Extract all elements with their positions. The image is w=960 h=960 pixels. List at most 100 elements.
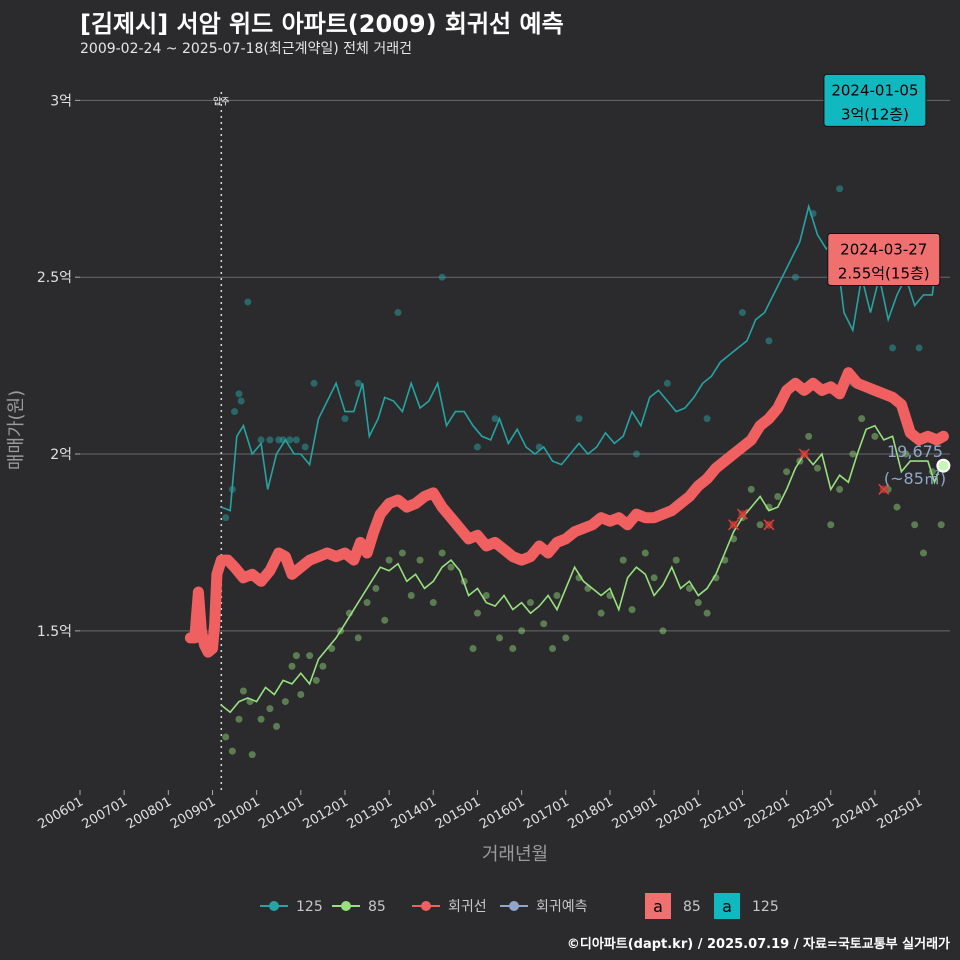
- scatter-point-85: [597, 609, 605, 617]
- scatter-point-85: [774, 492, 782, 500]
- scatter-point-85: [398, 549, 406, 557]
- legend-label: 회귀예측: [536, 899, 588, 915]
- legend-box-item: a 125: [714, 893, 779, 919]
- scatter-point-85: [549, 645, 557, 653]
- scatter-point-125: [703, 415, 711, 423]
- legend-label: 85: [368, 899, 386, 915]
- regression-outlier-mark: [728, 519, 740, 531]
- scatter-point-85: [703, 609, 711, 617]
- scatter-point-85: [827, 521, 835, 529]
- scatter-point-85: [849, 450, 857, 458]
- scatter-point-85: [438, 549, 446, 557]
- scatter-point-125: [791, 273, 799, 281]
- scatter-point-85: [482, 591, 490, 599]
- scatter-point-85: [266, 705, 274, 713]
- scatter-point-85: [672, 556, 680, 564]
- legend-item: 회귀선: [412, 899, 487, 915]
- scatter-point-125: [222, 514, 230, 522]
- x-tick-label: 200601: [36, 794, 86, 832]
- scatter-point-85: [902, 450, 910, 458]
- scatter-point-125: [575, 415, 583, 423]
- scatter-point-85: [641, 549, 649, 557]
- scatter-point-125: [491, 415, 499, 423]
- y-axis-title: 매매가(원): [6, 390, 27, 470]
- scatter-point-85: [429, 599, 437, 607]
- regression-outlier-mark: [763, 519, 775, 531]
- scatter-point-85: [281, 698, 289, 706]
- regression-outlier-mark: [878, 483, 890, 495]
- scatter-point-125: [394, 309, 402, 317]
- x-tick-label: 201801: [565, 794, 615, 832]
- legend-key-dot: [421, 901, 431, 911]
- legend-item: 85: [332, 899, 386, 915]
- scatter-point-85: [248, 751, 256, 759]
- annotation-rect: [827, 233, 941, 287]
- scatter-point-85: [228, 747, 236, 755]
- legend-key-dot: [341, 901, 351, 911]
- chart-subtitle: 2009-02-24 ~ 2025-07-18(최근계약일) 전체 거래건: [80, 41, 412, 57]
- annotation-date: 2024-03-27: [840, 241, 927, 259]
- legend-box-label: 125: [752, 899, 779, 915]
- x-tick-label: 201901: [610, 794, 660, 832]
- scatter-point-85: [893, 503, 901, 511]
- x-tick-label: 201501: [433, 794, 483, 832]
- scatter-point-85: [553, 591, 561, 599]
- scatter-point-125: [310, 379, 318, 387]
- legend-box: [645, 893, 671, 919]
- scatter-point-125: [889, 344, 897, 352]
- annotation-price: 3억(12층): [841, 105, 909, 123]
- scatter-point-85: [509, 645, 517, 653]
- scatter-point-85: [385, 556, 393, 564]
- x-tick-label: 200901: [168, 794, 218, 832]
- series-line-85: [220, 424, 942, 714]
- scatter-point-125: [231, 408, 239, 416]
- prediction-area-label: (~85㎡): [884, 469, 946, 488]
- scatter-point-85: [518, 627, 526, 635]
- scatter-point-125: [286, 436, 294, 444]
- scatter-point-85: [496, 634, 504, 642]
- scatter-point-85: [473, 609, 481, 617]
- annotation-rect: [823, 73, 927, 127]
- scatter-point-85: [288, 662, 296, 670]
- legend-box-label: 85: [683, 899, 701, 915]
- scatter-point-85: [858, 415, 866, 423]
- legend-box-key: a: [653, 897, 663, 916]
- x-tick-label: 201201: [300, 794, 350, 832]
- x-tick-label: 201601: [477, 794, 527, 832]
- scatter-point-85: [328, 645, 336, 653]
- scatter-point-85: [312, 676, 320, 684]
- scatter-point-85: [239, 687, 247, 695]
- x-tick-label: 202101: [698, 794, 748, 832]
- scatter-point-125: [663, 379, 671, 387]
- scatter-point-85: [562, 634, 570, 642]
- annotation-box: 2024-01-05 3억(12층): [823, 73, 927, 127]
- regression-outlier-mark: [798, 448, 810, 460]
- scatter-point-85: [306, 652, 314, 660]
- legend-key-dot: [509, 901, 519, 911]
- x-tick-label: 200701: [80, 794, 130, 832]
- outlier-cross: [763, 519, 775, 531]
- scatter-point-85: [628, 606, 636, 614]
- scatter-point-85: [372, 584, 380, 592]
- scatter-point-85: [619, 556, 627, 564]
- x-tick-label: 201301: [345, 794, 395, 832]
- scatter-point-125: [301, 443, 309, 451]
- scatter-point-85: [836, 485, 844, 493]
- legend-box-key: a: [722, 897, 732, 916]
- scatter-point-85: [871, 432, 879, 440]
- scatter-point-85: [363, 599, 371, 607]
- legend-box: [714, 893, 740, 919]
- scatter-point-85: [694, 599, 702, 607]
- scatter-point-125: [266, 436, 274, 444]
- x-tick-label: 201001: [212, 794, 262, 832]
- scatter-point-85: [756, 521, 764, 529]
- prediction-point: [936, 458, 951, 473]
- legend-box-item: a 85: [645, 893, 701, 919]
- scatter-point-85: [911, 521, 919, 529]
- legend-label: 125: [296, 899, 323, 915]
- x-tick-label: 202201: [742, 794, 792, 832]
- legend-label: 회귀선: [448, 899, 487, 915]
- scatter-point-85: [783, 468, 791, 476]
- scatter-point-125: [836, 185, 844, 193]
